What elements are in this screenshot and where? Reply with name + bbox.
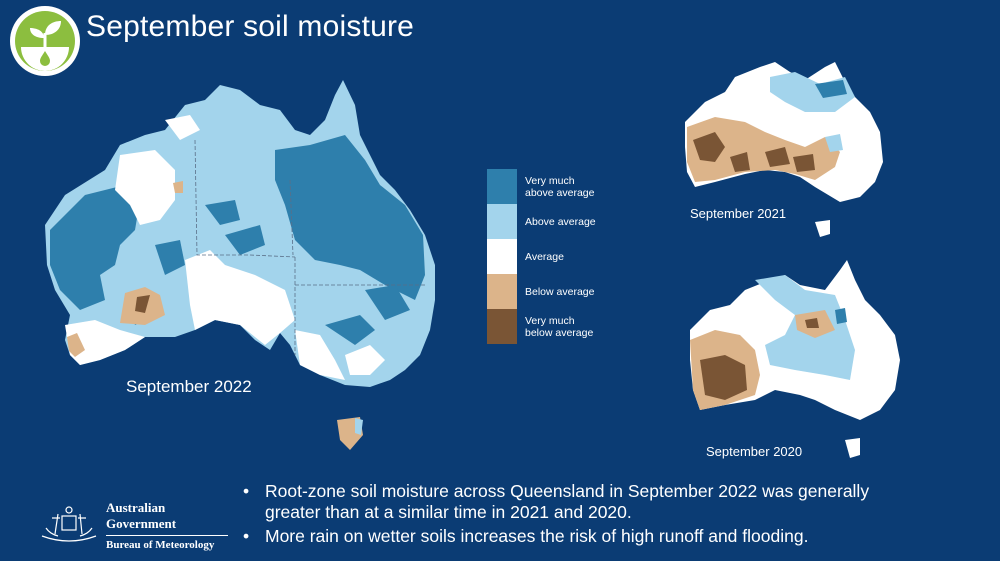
map-september-2020 [685,260,910,465]
map-label-2021: September 2021 [690,206,787,221]
legend-item-average: Average [487,239,615,274]
map-label-2020: September 2020 [706,444,803,459]
legend-label: above average [525,186,595,199]
legend: Very much above average Above average Ave… [487,169,615,344]
key-points-list: Root-zone soil moisture across Queenslan… [243,481,883,550]
key-point: Root-zone soil moisture across Queenslan… [243,481,883,523]
key-point: More rain on wetter soils increases the … [243,526,883,547]
map-september-2021 [675,62,900,242]
page-title: September soil moisture [86,10,415,43]
legend-label: Very much [525,174,575,187]
seedling-water-drop-icon [15,11,75,71]
legend-swatch [487,239,517,274]
soil-moisture-logo [10,6,80,76]
legend-swatch [487,309,517,344]
legend-item-above: Above average [487,204,615,239]
legend-label: Above average [525,215,596,228]
legend-label: below average [525,326,594,339]
legend-label: Very much [525,314,575,327]
legend-item-very-much-below: Very much below average [487,309,615,344]
australian-government-logo: Australian Government Bureau of Meteorol… [38,500,228,551]
legend-item-below: Below average [487,274,615,309]
legend-label: Average [525,250,564,263]
legend-item-very-much-above: Very much above average [487,169,615,204]
legend-swatch [487,204,517,239]
legend-label: Below average [525,285,595,298]
map-label-2022: September 2022 [126,377,252,396]
coat-of-arms-icon [41,505,97,542]
org-name: Australian Government [106,500,228,536]
legend-swatch [487,169,517,204]
map-september-2022 [25,75,445,460]
org-subname: Bureau of Meteorology [106,539,215,551]
legend-swatch [487,274,517,309]
